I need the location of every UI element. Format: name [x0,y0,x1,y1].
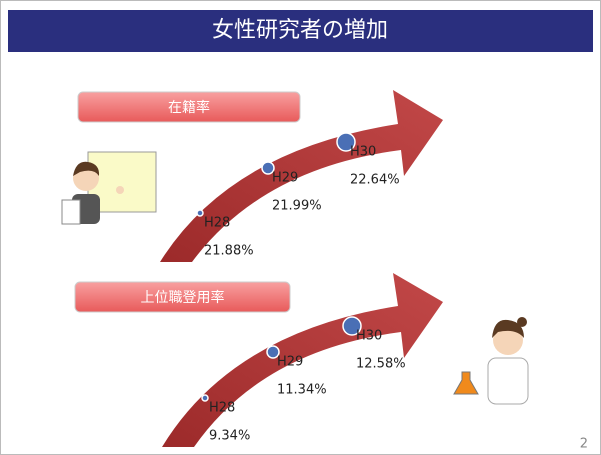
year-label: H30 [350,145,376,160]
point [196,209,204,217]
title: 女性研究者の増加 [212,18,388,43]
label-pill [74,281,291,313]
label-pill [77,91,301,123]
section-label: 上位職登用率 [141,289,225,306]
point [336,132,356,152]
point [201,394,209,402]
value-label: 21.88% [204,244,254,259]
illustration [61,151,529,405]
year-label: H29 [277,355,303,370]
page-number: 2 [580,437,588,452]
arrow [160,90,443,447]
point [266,345,280,359]
value-label: 21.99% [272,199,322,214]
value-label: 9.34% [209,429,250,444]
year-label: H28 [204,216,230,231]
year-label: H30 [356,329,382,344]
year-label: H29 [272,171,298,186]
value-label: 22.64% [350,173,400,188]
section-label: 在籍率 [168,99,210,116]
value-label: 11.34% [277,383,327,398]
title-bar [8,10,593,52]
value-label: 12.58% [356,357,406,372]
point [261,161,275,175]
year-label: H28 [209,401,235,416]
point [342,316,362,336]
